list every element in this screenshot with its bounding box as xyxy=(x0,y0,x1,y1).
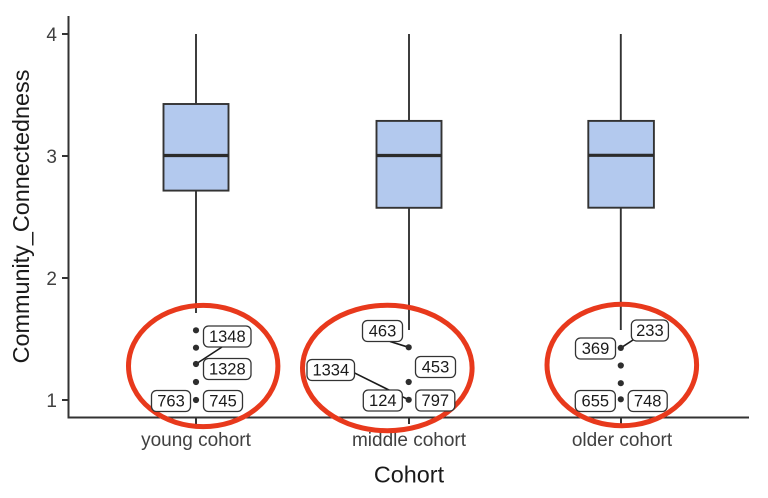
svg-text:748: 748 xyxy=(634,393,662,411)
svg-text:463: 463 xyxy=(369,323,397,341)
svg-text:1: 1 xyxy=(46,391,57,412)
svg-text:745: 745 xyxy=(209,393,237,411)
svg-text:453: 453 xyxy=(422,359,450,377)
svg-text:3: 3 xyxy=(46,147,57,168)
svg-text:young cohort: young cohort xyxy=(141,430,252,451)
svg-text:655: 655 xyxy=(582,393,610,411)
svg-text:middle cohort: middle cohort xyxy=(352,430,467,451)
svg-text:1328: 1328 xyxy=(209,361,246,379)
svg-text:1348: 1348 xyxy=(209,328,246,346)
svg-text:4: 4 xyxy=(46,25,57,46)
svg-text:369: 369 xyxy=(582,340,610,358)
svg-text:Community_Connectedness: Community_Connectedness xyxy=(8,70,34,364)
svg-text:Cohort: Cohort xyxy=(374,462,445,488)
svg-text:2: 2 xyxy=(46,269,57,290)
svg-text:233: 233 xyxy=(636,322,664,340)
svg-text:1334: 1334 xyxy=(312,362,349,380)
svg-text:763: 763 xyxy=(157,393,185,411)
svg-text:older cohort: older cohort xyxy=(572,430,673,451)
svg-text:124: 124 xyxy=(369,392,397,410)
svg-text:797: 797 xyxy=(422,392,450,410)
